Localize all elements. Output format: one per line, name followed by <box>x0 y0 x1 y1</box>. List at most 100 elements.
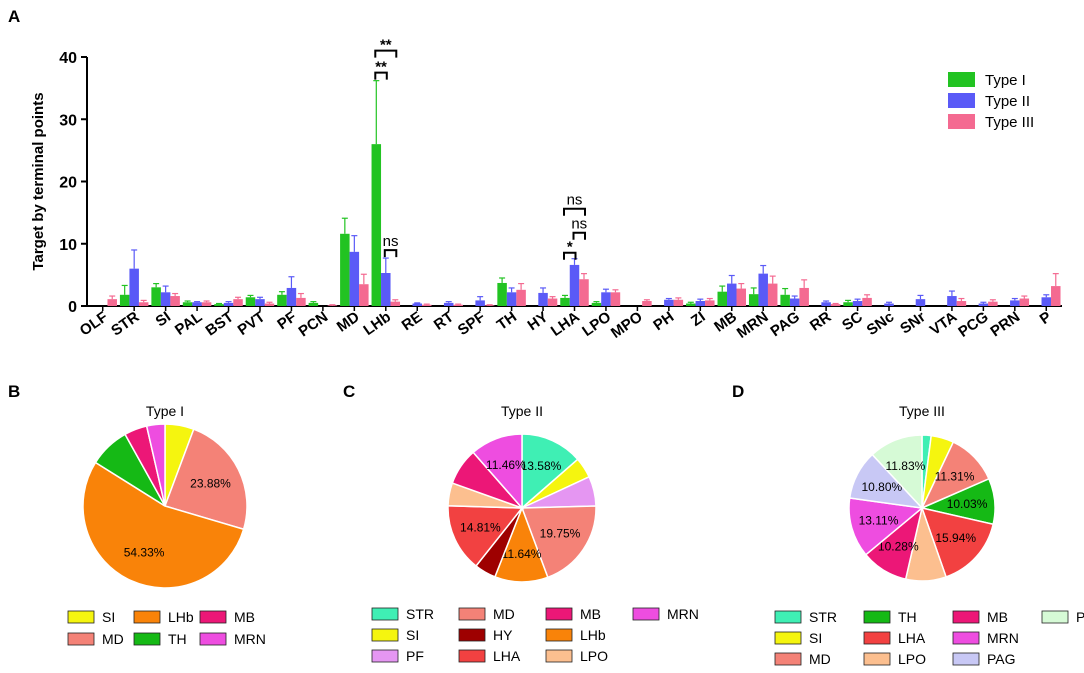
pie-legend-swatch-si <box>371 628 399 642</box>
pie-legend-swatch-md <box>67 632 95 646</box>
x-tick-label-zi: ZI <box>688 308 709 330</box>
pie-legend-swatch-mrn <box>199 632 227 646</box>
x-tick-label-lhb: LHb <box>360 308 394 339</box>
bar-type-i-si <box>151 287 161 306</box>
bar-type-iii-p <box>1051 286 1061 306</box>
bar-type-iii-lhb <box>390 301 401 306</box>
significance-label-3: * <box>567 239 573 256</box>
pie-slice-label-lhb: 11.64% <box>502 547 542 561</box>
bar-type-iii-pvt <box>264 303 275 306</box>
bar-type-iii-zi <box>705 300 715 306</box>
pie-legend-label-lha: LHA <box>493 648 521 664</box>
pie-legend-label-lhb: LHb <box>580 627 606 643</box>
x-tick-label-p: P <box>1037 308 1055 328</box>
bar-type-iii-th <box>516 289 526 306</box>
bar-type-iii-md <box>359 284 369 306</box>
pie-legend-label-pf: PF <box>406 648 424 664</box>
significance-bracket-2 <box>383 249 398 258</box>
bar-type-iii-vta <box>956 301 967 306</box>
x-tick-label-prn: PRN <box>987 308 1023 340</box>
pie-slice-label-md: 19.75% <box>540 527 581 541</box>
pie-slice-str <box>521 433 579 510</box>
bar-type-iii-spf <box>484 305 495 306</box>
pie-chart-type-ii: Type II 13.58% 19.75% 11.64%14.81% 11.46% STR… <box>371 403 699 664</box>
pie-title: Type III <box>899 403 945 419</box>
x-tick-label-olf: OLF <box>77 308 111 339</box>
bar-type-iii-ph <box>673 299 684 306</box>
pie-legend-label-mrn: MRN <box>667 606 699 622</box>
pie-legend-swatch-lpo <box>545 649 573 663</box>
pie-legend-label-mrn: MRN <box>987 630 1019 646</box>
bar-type-ii-ph <box>664 299 674 306</box>
bar-type-ii-pf <box>286 287 297 306</box>
pie-slice-md <box>520 505 597 579</box>
pie-slice-mrn <box>472 433 523 510</box>
x-tick-label-hy: HY <box>525 308 552 334</box>
bar-type-i-pvt <box>245 297 256 306</box>
pie-slice-label-pag: 10.80% <box>861 480 902 494</box>
y-axis-label: Target by terminal points <box>30 92 47 270</box>
x-tick-label-vta: VTA <box>927 308 961 339</box>
bar-type-ii-mrn <box>758 273 768 306</box>
pie-slice-label-md: 23.88% <box>190 476 231 490</box>
pie-slice-label-mrn: 13.11% <box>859 513 899 527</box>
pie-legend-label-lpo: LPO <box>580 648 608 664</box>
x-tick-label-si: SI <box>153 308 174 330</box>
x-tick-label-ph: PH <box>650 308 677 334</box>
pie-legend-label-md: MD <box>102 631 124 647</box>
bar-type-i-mrn <box>748 294 759 306</box>
bar-type-ii-lpo <box>601 292 611 306</box>
pie-legend-label-lpo: LPO <box>898 651 926 667</box>
bar-type-iii-si <box>170 296 180 306</box>
x-tick-label-pf: PF <box>274 308 299 333</box>
significance-bracket-1 <box>374 49 398 58</box>
pie-slice-mrn <box>145 423 166 507</box>
bar-type-ii-vta <box>947 296 957 306</box>
pie-legend-swatch-si <box>67 610 95 624</box>
x-tick-label-snc: SNc <box>864 308 898 339</box>
pie-legend-label-md: MD <box>493 606 515 622</box>
pie-legend-label-lha: LHA <box>898 630 926 646</box>
bar-type-i-lhb <box>371 144 382 306</box>
x-tick-label-sc: SC <box>839 308 866 334</box>
bar-type-iii-hy <box>547 298 558 306</box>
pie-slice-lha <box>920 506 995 578</box>
bar-type-ii-mb <box>727 283 737 306</box>
panel-label-d: D <box>732 382 744 401</box>
x-tick-label-pag: PAG <box>767 308 802 340</box>
y-tick-label-0: 0 <box>68 299 77 316</box>
bar-type-ii-lha <box>569 264 580 306</box>
bar-type-iii-pal <box>201 302 212 306</box>
pie-legend-swatch-mb <box>199 610 227 624</box>
pie-slice-label-p: 11.83% <box>886 459 926 473</box>
pie-legend-label-si: SI <box>406 627 419 643</box>
significance-bracket-3 <box>563 251 577 260</box>
x-tick-label-re: RE <box>399 308 426 334</box>
x-tick-label-rt: RT <box>431 308 457 333</box>
bar-type-iii-re <box>421 304 432 306</box>
significance-label-4: ns <box>571 216 587 233</box>
pie-legend-label-pag: PAG <box>987 651 1016 667</box>
bar-type-ii-lhb <box>381 273 391 306</box>
bar-type-iii-prn <box>1019 298 1030 306</box>
bar-type-ii-hy <box>538 292 548 306</box>
pie-legend-swatch-lha <box>863 631 891 645</box>
bar-type-ii-md <box>349 251 360 306</box>
bar-type-ii-prn <box>1010 300 1020 306</box>
y-tick-label-10: 10 <box>59 237 77 254</box>
pie-legend-label-mb: MB <box>987 609 1008 625</box>
pie-legend-swatch-mrn <box>952 631 980 645</box>
pie-chart-type-i: Type I 23.88% 54.33% SI LHb MB MD TH MRN <box>67 403 266 647</box>
pie-legend-swatch-pag <box>952 652 980 666</box>
bar-type-iii-pcn <box>327 305 338 306</box>
bar-type-iii-mrn <box>767 283 778 306</box>
x-tick-label-pcn: PCN <box>295 308 331 340</box>
pie-slice-label-md: 11.31% <box>935 470 975 484</box>
bar-type-ii-th <box>506 292 517 306</box>
x-tick-label-pcg: PCG <box>955 308 991 341</box>
pie-legend-swatch-lpo <box>863 652 891 666</box>
pie-legend-swatch-pf <box>371 649 399 663</box>
bar-type-i-pag <box>780 294 790 306</box>
pie-slice-label-lha: 14.81% <box>460 520 501 534</box>
pie-legend-swatch-lha <box>458 649 486 663</box>
